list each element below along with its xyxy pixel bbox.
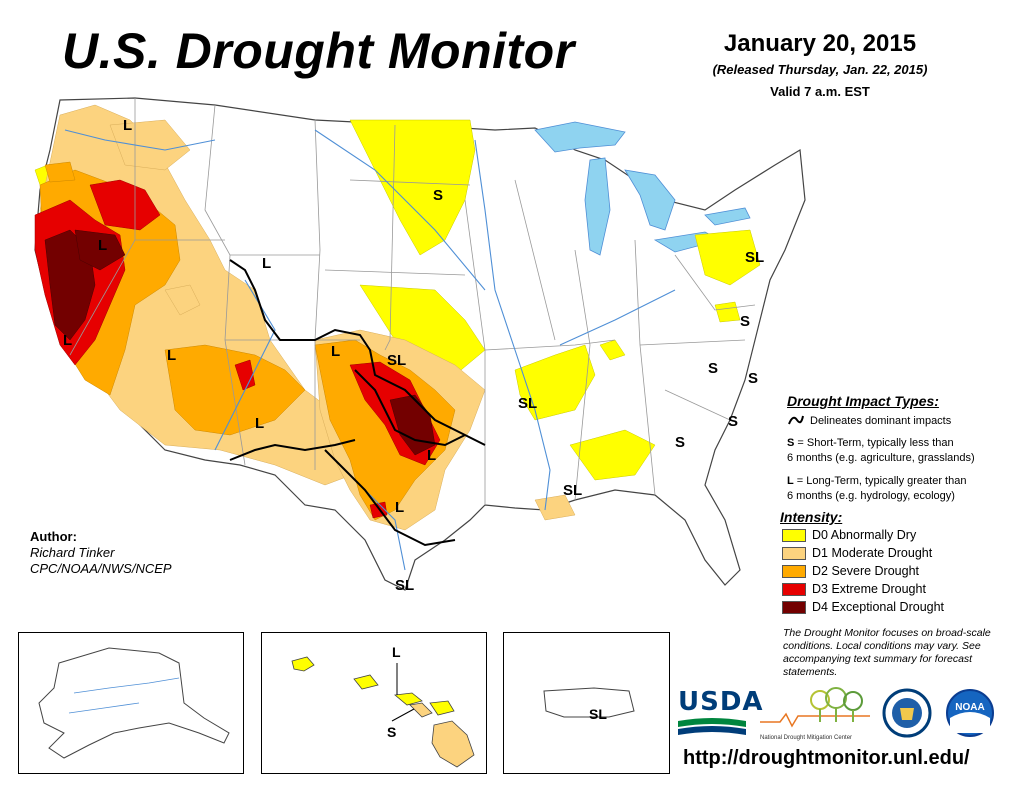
label-arkansas: SL	[518, 395, 537, 412]
long-term-key: L	[787, 475, 794, 487]
alaska-land	[38, 647, 230, 759]
map-title: U.S. Drought Monitor	[62, 23, 575, 79]
great-lakes	[534, 121, 751, 256]
label-north-texas: L	[427, 447, 436, 464]
alaska-rivers	[68, 677, 180, 714]
ndmc-caption: National Drought Mitigation Center	[760, 735, 853, 741]
label-wyoming: L	[262, 255, 271, 272]
label-arizona: L	[167, 347, 176, 364]
short-term-text: = Short-Term, typically less than	[797, 437, 954, 449]
puerto-rico-inset: SL	[503, 632, 670, 774]
legend-label-d1: D1 Moderate Drought	[812, 546, 933, 560]
disclaimer-note: The Drought Monitor focuses on broad-sca…	[783, 627, 991, 678]
usda-logo[interactable]: USDA	[678, 687, 764, 739]
impact-boundaries	[229, 259, 486, 547]
conus-drought-map: L S L L SL S L L L SL L L L SL SL SL S S…	[34, 97, 806, 594]
label-maryland: S	[740, 313, 750, 330]
puerto-rico-label: SL	[589, 706, 607, 722]
drought-d4	[44, 229, 436, 456]
legend-swatch-d4	[782, 600, 806, 614]
author-name: Richard Tinker	[30, 545, 115, 560]
label-north-carolina-coast: S	[728, 413, 738, 430]
legend-swatch-d0	[782, 528, 806, 542]
puerto-rico-land	[543, 687, 635, 718]
impact-delineates-text: Delineates dominant impacts	[810, 415, 952, 427]
label-south-dakota: S	[433, 187, 443, 204]
hawaii-islands	[291, 656, 475, 768]
label-mississippi: SL	[563, 482, 582, 499]
usda-logo-swoosh	[678, 718, 746, 735]
author-block: Author: Richard Tinker CPC/NOAA/NWS/NCEP	[30, 529, 172, 577]
label-oregon: L	[123, 117, 132, 134]
legend-label-d2: D2 Severe Drought	[812, 564, 920, 578]
legend-item-d3: D3 Extreme Drought	[782, 581, 926, 597]
hawaii-label-l: L	[392, 644, 401, 660]
label-nevada: L	[98, 237, 107, 254]
long-term-line1: L = Long-Term, typically greater than	[787, 474, 966, 488]
impact-line-icon	[788, 415, 804, 425]
short-term-line2: 6 months (e.g. agriculture, grasslands)	[787, 452, 975, 464]
ndmc-trees-icon	[760, 687, 870, 728]
label-new-york: SL	[745, 249, 764, 266]
legend-swatch-d2	[782, 564, 806, 578]
usda-logo-text: USDA	[678, 687, 764, 717]
short-term-key: S	[787, 437, 795, 449]
long-term-line2: 6 months (e.g. hydrology, ecology)	[787, 490, 955, 502]
author-org: CPC/NOAA/NWS/NCEP	[30, 561, 172, 576]
valid-time: Valid 7 a.m. EST	[770, 84, 870, 99]
label-new-mexico: L	[255, 415, 264, 432]
legend-item-d4: D4 Exceptional Drought	[782, 599, 944, 615]
label-georgia: S	[675, 434, 685, 451]
legend-swatch-d1	[782, 546, 806, 560]
impact-types-title: Drought Impact Types:	[787, 393, 939, 409]
release-date: (Released Thursday, Jan. 22, 2015)	[712, 62, 928, 77]
ndmc-logo[interactable]: National Drought Mitigation Center	[760, 686, 870, 741]
legend-label-d0: D0 Abnormally Dry	[812, 528, 917, 542]
label-colorado: L	[331, 343, 340, 360]
hawaii-inset: L S	[261, 632, 487, 774]
label-virginia: S	[708, 360, 718, 377]
author-label: Author:	[30, 529, 77, 544]
legend-item-d0: D0 Abnormally Dry	[782, 527, 916, 543]
hawaii-label-s: S	[387, 724, 396, 740]
noaa-logo-icon[interactable]: NOAA	[945, 688, 995, 738]
legend-item-d2: D2 Severe Drought	[782, 563, 919, 579]
legend-label-d4: D4 Exceptional Drought	[812, 600, 945, 614]
website-url[interactable]: http://droughtmonitor.unl.edu/	[683, 747, 970, 769]
map-labels: L S L L SL S L L L SL L L L SL SL SL S S…	[63, 117, 764, 594]
commerce-seal-icon[interactable]	[882, 688, 932, 738]
label-california: L	[63, 332, 72, 349]
label-central-texas: L	[395, 499, 404, 516]
map-date: January 20, 2015	[723, 30, 917, 57]
legend-label-d3: D3 Extreme Drought	[812, 582, 926, 596]
long-term-text: = Long-Term, typically greater than	[796, 475, 967, 487]
label-oklahoma: SL	[387, 352, 406, 369]
legend-item-d1: D1 Moderate Drought	[782, 545, 932, 561]
label-south-texas: SL	[395, 577, 414, 594]
alaska-inset	[18, 632, 244, 774]
hawaii-pointers	[391, 663, 415, 722]
legend-swatch-d3	[782, 582, 806, 596]
intensity-title: Intensity:	[780, 509, 843, 525]
label-north-carolina-east: S	[748, 370, 758, 387]
noaa-logo-text: NOAA	[955, 702, 984, 713]
short-term-line1: S = Short-Term, typically less than	[787, 436, 954, 450]
